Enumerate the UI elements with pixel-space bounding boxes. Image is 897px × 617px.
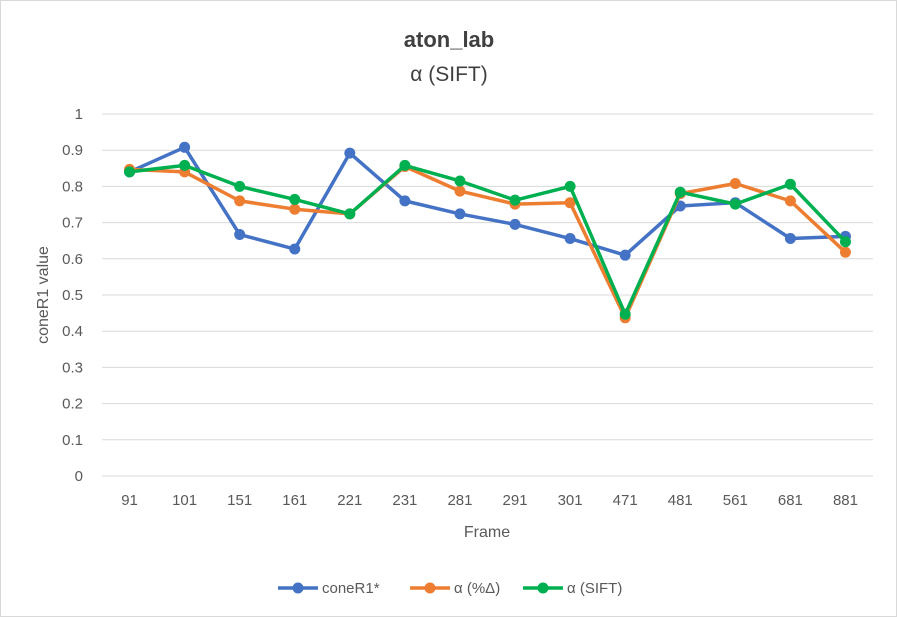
data-point [454, 185, 466, 197]
legend-label: α (SIFT) [567, 580, 622, 597]
data-point [784, 178, 796, 190]
x-tick-label: 481 [668, 492, 693, 509]
y-tick-label: 0.7 [62, 215, 83, 232]
series-3 [124, 159, 851, 320]
data-point [399, 195, 411, 207]
y-axis-label: coneR1 value [35, 246, 52, 344]
data-point [179, 159, 191, 171]
y-tick-label: 0.4 [62, 323, 83, 340]
y-tick-label: 0.3 [62, 359, 83, 376]
y-tick-label: 0.1 [62, 432, 83, 449]
data-point [509, 218, 521, 230]
data-point [124, 166, 136, 178]
data-point [234, 180, 246, 192]
x-tick-label: 471 [613, 492, 638, 509]
data-point [784, 233, 796, 245]
series-line [127, 163, 848, 316]
x-tick-label: 301 [558, 492, 583, 509]
legend: coneR1* α (%Δ) α (SIFT) [278, 580, 622, 597]
y-tick-label: 0 [75, 468, 83, 485]
data-point [564, 180, 576, 192]
y-tick-label: 0.2 [62, 396, 83, 413]
x-tick-label: 231 [392, 492, 417, 509]
y-tick-label: 0.5 [62, 287, 83, 304]
x-tick-label: 101 [172, 492, 197, 509]
legend-marker [537, 582, 549, 594]
data-point [344, 208, 356, 220]
x-axis-label: Frame [464, 524, 510, 541]
data-point [509, 194, 521, 206]
data-point [674, 186, 686, 198]
data-point [619, 249, 631, 261]
data-point [839, 246, 851, 258]
gridlines [102, 113, 873, 477]
x-tick-label: 681 [778, 492, 803, 509]
series-line [127, 164, 848, 320]
data-point [289, 193, 301, 205]
data-point [784, 195, 796, 207]
legend-label: α (%Δ) [454, 580, 500, 597]
y-tick-label: 0.6 [62, 251, 83, 268]
data-point [729, 178, 741, 190]
data-point [234, 195, 246, 207]
data-point [454, 175, 466, 187]
data-point [564, 197, 576, 209]
x-tick-label: 281 [447, 492, 472, 509]
data-point [234, 229, 246, 241]
series-group [124, 141, 851, 324]
data-point [454, 208, 466, 220]
x-axis-ticks: 91 101 151 161 221 231 281 291 301 471 481 561 681 88… [121, 492, 858, 509]
x-tick-label: 221 [337, 492, 362, 509]
data-point [344, 147, 356, 159]
data-point [729, 198, 741, 210]
y-axis-ticks: 0 0.1 0.2 0.3 0.4 0.5 0.6 0.7 0.8 0.9 1 [62, 106, 83, 485]
data-point [289, 203, 301, 215]
legend-label: coneR1* [322, 580, 380, 597]
legend-item: coneR1* [278, 580, 380, 597]
legend-item: α (%Δ) [410, 580, 500, 597]
data-point [619, 308, 631, 320]
legend-marker [424, 582, 436, 594]
x-tick-label: 91 [121, 492, 138, 509]
x-tick-label: 291 [503, 492, 528, 509]
x-tick-label: 161 [282, 492, 307, 509]
x-tick-label: 151 [227, 492, 252, 509]
chart-title: aton_lab [404, 27, 494, 52]
data-point [179, 141, 191, 153]
x-tick-label: 881 [833, 492, 858, 509]
data-point [289, 243, 301, 255]
y-tick-label: 0.9 [62, 142, 83, 159]
y-tick-label: 0.8 [62, 178, 83, 195]
chart-subtitle: α (SIFT) [410, 63, 487, 86]
legend-item: α (SIFT) [523, 580, 622, 597]
data-point [839, 236, 851, 248]
y-tick-label: 1 [75, 106, 83, 123]
data-point [564, 233, 576, 245]
x-tick-label: 561 [723, 492, 748, 509]
legend-marker [292, 582, 304, 594]
data-point [399, 159, 411, 171]
